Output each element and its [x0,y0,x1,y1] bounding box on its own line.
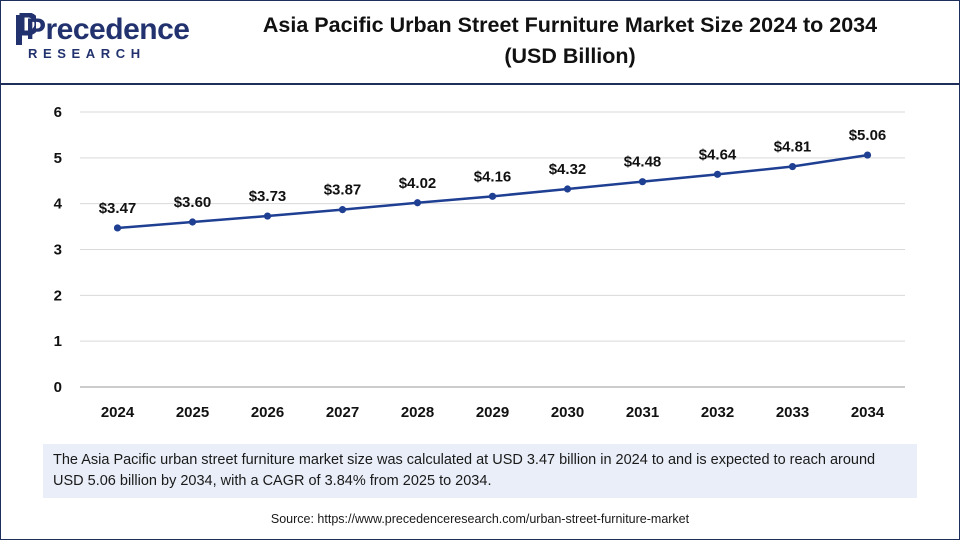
data-label: $3.87 [324,182,362,199]
data-point [263,212,272,220]
data-point [563,185,572,193]
x-tick-label: 2026 [251,404,284,421]
summary-box: The Asia Pacific urban street furniture … [43,444,917,498]
data-label: $5.06 [849,127,887,144]
x-tick-label: 2028 [401,404,434,421]
data-label: $3.73 [249,188,287,205]
y-tick-label: 3 [54,242,62,259]
chart-title: Asia Pacific Urban Street Furniture Mark… [190,10,950,72]
x-tick-label: 2027 [326,404,359,421]
data-point [863,151,872,159]
x-tick-label: 2033 [776,404,809,421]
chart-title-line2: (USD Billion) [504,44,636,68]
y-tick-label: 2 [54,287,62,304]
x-tick-label: 2032 [701,404,734,421]
brand-name: Precedence [26,13,190,46]
y-tick-label: 1 [54,333,62,350]
data-label: $3.60 [174,194,212,211]
x-tick-label: 2030 [551,404,584,421]
data-point [713,170,722,178]
data-label: $4.81 [774,139,812,156]
data-point [113,224,122,232]
y-tick-label: 0 [54,379,62,396]
data-point [638,178,647,186]
header: Precedence RESEARCH Asia Pacific Urban S… [0,0,960,84]
x-tick-label: 2025 [176,404,209,421]
data-point [488,192,497,200]
data-label: $4.32 [549,161,587,178]
data-label: $4.64 [699,146,737,163]
x-tick-label: 2031 [626,404,659,421]
line-chart: 0 1 2 3 4 5 6 2024 2025 2026 2027 2028 2029 2030 2031 2… [54,104,905,421]
y-tick-label: 6 [54,104,62,121]
data-point [338,206,347,214]
data-label: $4.16 [474,168,512,185]
x-tick-label: 2024 [101,404,135,421]
data-point [188,218,197,226]
data-label: $4.02 [399,175,437,192]
chart-title-line1: Asia Pacific Urban Street Furniture Mark… [262,13,878,37]
data-point [413,199,422,207]
source-note: Source: https://www.precedenceresearch.c… [270,512,690,526]
data-point [788,162,797,171]
y-tick-label: 4 [54,196,63,213]
brand-logo: Precedence RESEARCH [14,10,190,70]
series-line [117,153,868,230]
brand-subtitle: RESEARCH [28,46,146,61]
header-divider [0,83,960,85]
logo-mark-icon [16,13,36,45]
x-tick-label: 2034 [851,404,885,421]
data-label: $4.48 [624,154,662,171]
y-tick-label: 5 [54,150,62,167]
x-tick-label: 2029 [476,404,509,421]
data-label: $3.47 [99,200,137,217]
